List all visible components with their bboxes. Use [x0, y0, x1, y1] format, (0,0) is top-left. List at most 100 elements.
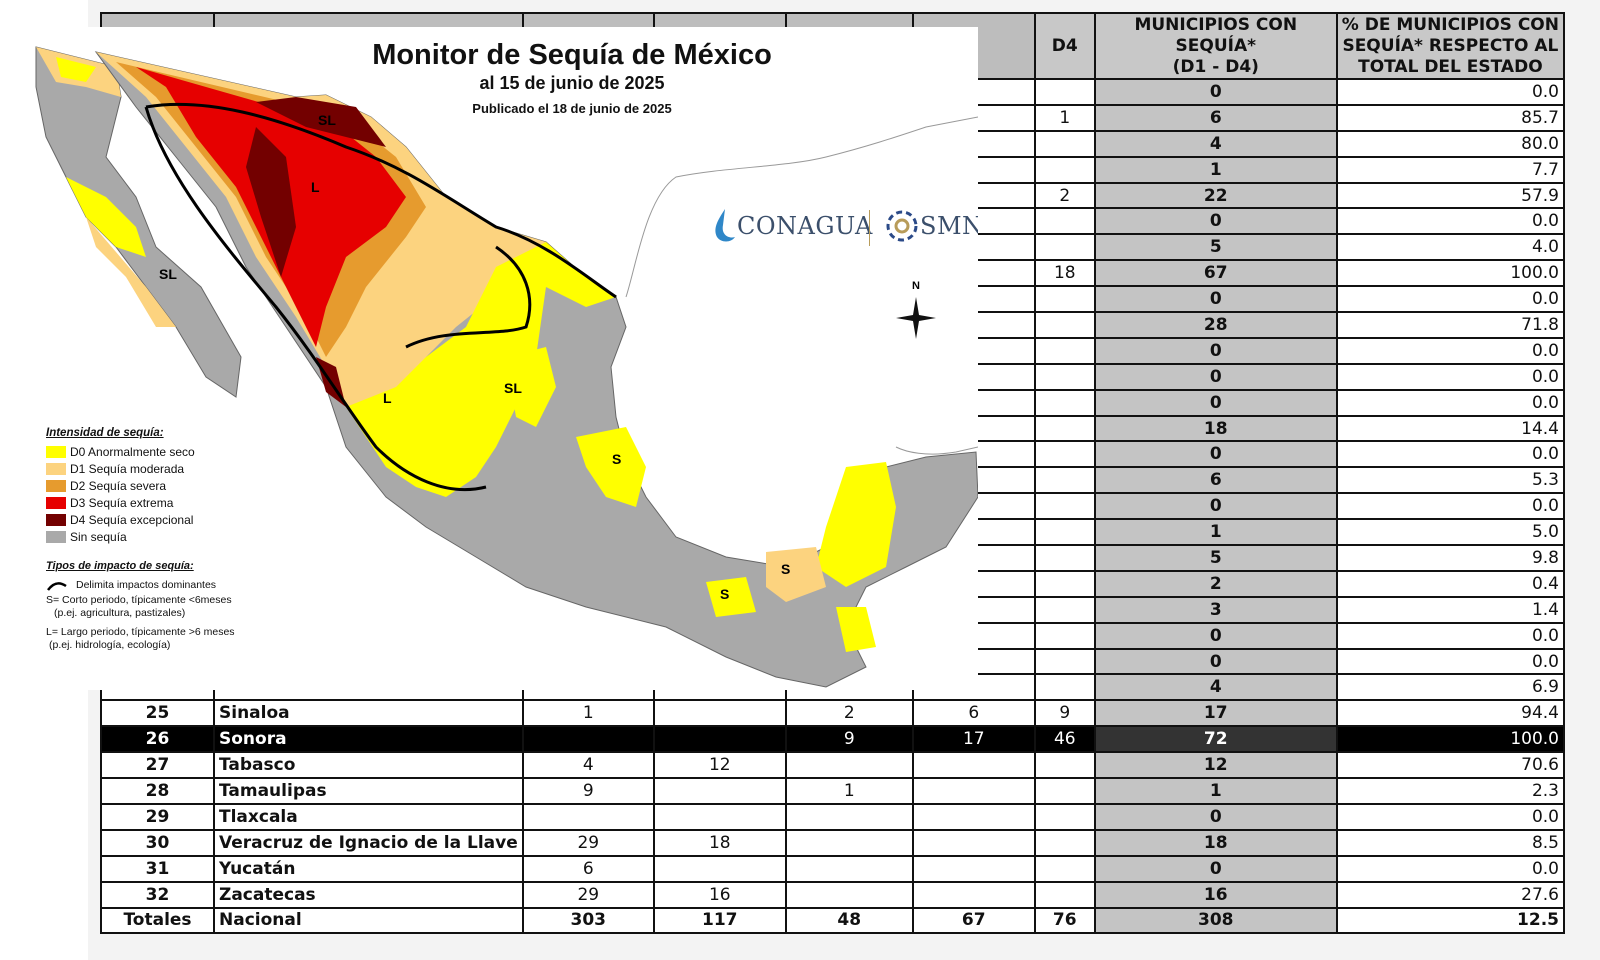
- municipios-cell: 6: [1093, 466, 1338, 495]
- percent-cell: 8.5: [1335, 828, 1566, 857]
- chihuahua-d4-area: [256, 97, 386, 147]
- d4-cell: [1033, 440, 1096, 469]
- totals-row: Totales Nacional 303 117 48 67 76 308 12.5: [100, 906, 1566, 935]
- d3-cell: [911, 802, 1036, 831]
- tabasco-d1-area: [766, 547, 826, 602]
- d4-cell: [1033, 880, 1096, 909]
- totals-municipios-cell: 308: [1093, 906, 1338, 935]
- municipios-cell: 0: [1093, 336, 1338, 365]
- state-cell: Yucatán: [213, 854, 524, 883]
- impact-line-row: Delimita impactos dominantes: [46, 579, 326, 592]
- d2-cell: 1: [784, 777, 914, 805]
- sonora-d4-area: [246, 127, 296, 277]
- municipios-cell: 0: [1093, 78, 1338, 106]
- percent-cell: 0.0: [1335, 647, 1566, 676]
- d4-cell: [1033, 311, 1096, 339]
- d4-cell: [1033, 751, 1096, 780]
- impact-long-examples: (p.ej. hidrología, ecología): [49, 639, 171, 651]
- d4-cell: 18: [1033, 259, 1096, 288]
- central-d0-area: [346, 257, 546, 497]
- percent-cell: 0.0: [1335, 285, 1566, 314]
- municipios-cell: 18: [1093, 828, 1338, 857]
- d0-cell: 9: [521, 777, 655, 805]
- logo-divider: [869, 210, 870, 246]
- d2-cell: 9: [784, 725, 914, 754]
- municipios-cell: 0: [1093, 647, 1338, 676]
- d4-cell: [1033, 854, 1096, 883]
- percent-cell: 0.0: [1335, 362, 1566, 391]
- municipios-cell: 1: [1093, 155, 1338, 184]
- municipios-cell: 0: [1093, 802, 1338, 831]
- d2-cell: [784, 828, 914, 857]
- baja-north-d0: [56, 57, 96, 82]
- legend-item: D0 Anormalmente seco: [46, 443, 306, 460]
- table-row: 29 Tlaxcala 0 0.0: [100, 802, 1566, 831]
- percent-cell: 7.7: [1335, 155, 1566, 184]
- legend-swatch: [46, 479, 66, 492]
- state-cell: Sonora: [213, 725, 524, 754]
- table-row: 28 Tamaulipas 9 1 1 2.3: [100, 777, 1566, 805]
- d4-cell: [1033, 802, 1096, 831]
- impact-long-label: L= Largo periodo, típicamente >6 meses: [46, 626, 235, 638]
- d4-cell: [1033, 569, 1096, 598]
- legend-item: D1 Sequía moderada: [46, 460, 306, 477]
- municipios-cell: 72: [1093, 725, 1338, 754]
- municipios-cell: 0: [1093, 285, 1338, 314]
- chiapas-d0-area: [836, 607, 876, 652]
- d3-cell: [911, 854, 1036, 883]
- percent-cell: 4.0: [1335, 233, 1566, 262]
- legend-label: Sin sequía: [70, 529, 127, 544]
- municipios-cell: 2: [1093, 569, 1338, 598]
- municipios-cell: 18: [1093, 414, 1338, 443]
- d1-cell: [652, 854, 787, 883]
- legend-item: Sin sequía: [46, 528, 306, 545]
- table-row: 25 Sinaloa 1 2 6 9 17 94.4: [100, 699, 1566, 728]
- header-d4: D4: [1033, 12, 1096, 80]
- state-cell: Veracruz de Ignacio de la Llave: [213, 828, 524, 857]
- legend-swatch: [46, 462, 66, 475]
- percent-cell: 57.9: [1335, 181, 1566, 210]
- d3-cell: [911, 751, 1036, 780]
- municipios-cell: 1: [1093, 777, 1338, 805]
- d3-cell: [911, 828, 1036, 857]
- percent-cell: 0.0: [1335, 621, 1566, 650]
- d4-cell: [1033, 647, 1096, 676]
- d1-cell: 18: [652, 828, 787, 857]
- percent-cell: 0.0: [1335, 207, 1566, 236]
- legend-swatch: [46, 496, 66, 509]
- municipios-cell: 0: [1093, 492, 1338, 521]
- d2-cell: [784, 854, 914, 883]
- d4-cell: [1033, 466, 1096, 495]
- d4-cell: [1033, 285, 1096, 314]
- percent-cell: 0.0: [1335, 854, 1566, 883]
- municipios-cell: 4: [1093, 673, 1338, 702]
- coahuila-d0-area: [506, 347, 556, 427]
- d2-cell: 2: [784, 699, 914, 728]
- percent-cell: 1.4: [1335, 595, 1566, 624]
- map-label-s-tabasco: S: [781, 561, 790, 577]
- d4-cell: 46: [1033, 725, 1096, 754]
- totals-d2-cell: 48: [784, 906, 914, 935]
- percent-cell: 0.0: [1335, 336, 1566, 365]
- smn-swirl-icon: [886, 210, 918, 242]
- table-row: 31 Yucatán 6 0 0.0: [100, 854, 1566, 883]
- municipios-cell: 0: [1093, 854, 1338, 883]
- legend-title: Intensidad de sequía:: [46, 427, 164, 439]
- municipios-cell: 67: [1093, 259, 1338, 288]
- baja-california-region: [35, 46, 242, 398]
- d4-cell: [1033, 129, 1096, 158]
- percent-cell: 0.4: [1335, 569, 1566, 598]
- d4-cell: 2: [1033, 181, 1096, 210]
- number-cell: 26: [100, 725, 215, 754]
- d4-cell: [1033, 544, 1096, 572]
- table-row: 27 Tabasco 4 12 12 70.6: [100, 751, 1566, 780]
- totals-state-cell: Nacional: [213, 906, 524, 935]
- percent-cell: 100.0: [1335, 725, 1566, 754]
- impact-short-label: S= Corto periodo, típicamente <6meses: [46, 594, 232, 606]
- municipios-cell: 1: [1093, 518, 1338, 547]
- d4-cell: [1033, 492, 1096, 521]
- d3-cell: 17: [911, 725, 1036, 754]
- boundary-line-icon: [47, 581, 67, 591]
- header-municipios-con-sequia: MUNICIPIOS CON SEQUÍA* (D1 - D4): [1093, 12, 1338, 80]
- percent-cell: 27.6: [1335, 880, 1566, 909]
